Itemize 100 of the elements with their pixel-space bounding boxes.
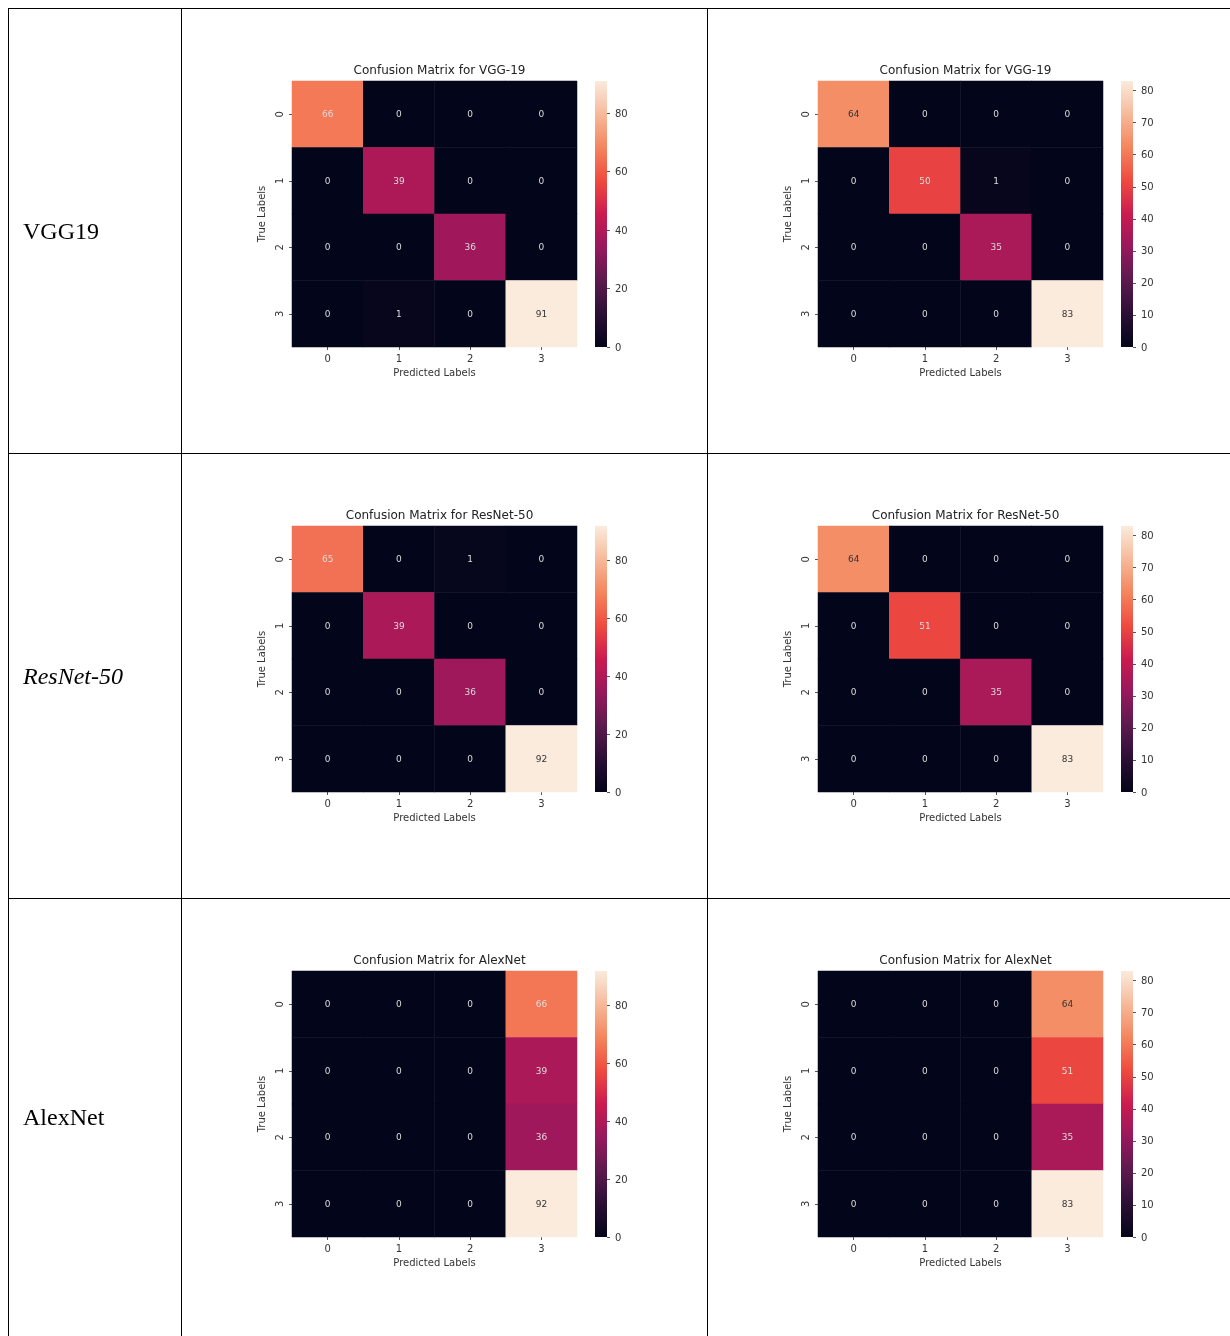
- y-axis-title: True Labels: [781, 630, 793, 689]
- color-bar-label: 40: [615, 670, 628, 682]
- x-tick-label: 2: [992, 352, 1000, 364]
- data-label: 39: [393, 175, 405, 186]
- color-bar-label: 70: [1141, 562, 1154, 574]
- data-label: 0: [850, 308, 857, 319]
- data-label: 0: [467, 1198, 474, 1209]
- color-bar-label: 40: [1141, 213, 1154, 225]
- y-tick-label: 0: [273, 1001, 285, 1008]
- data-label: 36: [464, 242, 477, 253]
- data-label: 35: [990, 687, 1002, 698]
- x-tick-label: 3: [1064, 797, 1071, 809]
- data-label: 35: [990, 242, 1002, 253]
- color-bar-label: 10: [1141, 309, 1154, 321]
- chart-title: Confusion Matrix for ResNet-50: [871, 508, 1060, 522]
- data-label: 66: [535, 999, 548, 1010]
- data-label: 0: [993, 1132, 1000, 1143]
- data-label: 0: [396, 753, 403, 764]
- color-bar-label: 80: [615, 555, 628, 567]
- data-label: 0: [396, 242, 403, 253]
- color-bar-label: 60: [1141, 149, 1154, 161]
- x-tick-label: 3: [1064, 1242, 1071, 1254]
- data-label: 0: [324, 620, 331, 631]
- y-tick-label: 0: [273, 556, 285, 563]
- color-bar-label: 30: [1141, 1135, 1154, 1147]
- data-label: 0: [324, 687, 331, 698]
- data-label: 0: [324, 999, 331, 1010]
- y-tick-label: 0: [273, 111, 285, 118]
- data-label: 0: [467, 1065, 474, 1076]
- color-bar-label: 20: [1141, 722, 1154, 734]
- color-bar-label: 50: [1141, 181, 1154, 193]
- color-bar-label: 40: [1141, 1103, 1154, 1115]
- x-tick-label: 1: [395, 1242, 403, 1254]
- y-tick-label: 2: [799, 244, 811, 251]
- data-label: 0: [922, 242, 929, 253]
- data-label: 0: [1064, 687, 1071, 698]
- x-tick-label: 3: [538, 797, 545, 809]
- color-bar-label: 80: [615, 107, 628, 119]
- data-label: 0: [324, 1132, 331, 1143]
- data-label: 0: [538, 620, 545, 631]
- y-tick-label: 3: [273, 755, 285, 762]
- data-label: 0: [396, 687, 403, 698]
- x-tick-label: 0: [324, 797, 331, 809]
- x-tick-label: 3: [538, 352, 545, 364]
- color-bar-label: 60: [1141, 1039, 1154, 1051]
- y-axis-title: True Labels: [781, 185, 793, 244]
- color-bar-label: 40: [615, 1115, 628, 1127]
- color-bar-label: 20: [615, 728, 628, 740]
- y-tick-label: 2: [273, 1134, 285, 1141]
- color-bar-label: 20: [615, 1173, 628, 1185]
- x-tick-label: 1: [921, 1242, 929, 1254]
- data-label: 0: [850, 687, 857, 698]
- x-axis-title: Predicted Labels: [919, 367, 1002, 379]
- x-tick-label: 2: [466, 1242, 474, 1254]
- data-label: 0: [324, 753, 331, 764]
- data-label: 36: [464, 687, 477, 698]
- chart-title: Confusion Matrix for ResNet-50: [345, 508, 534, 522]
- y-tick-label: 2: [799, 1134, 811, 1141]
- data-label: 0: [850, 242, 857, 253]
- y-tick-label: 1: [273, 622, 285, 629]
- color-bar-label: 20: [615, 283, 628, 295]
- data-label: 0: [993, 308, 1000, 319]
- color-bar-label: 0: [615, 341, 622, 353]
- data-label: 0: [538, 554, 545, 565]
- data-label: 91: [535, 308, 548, 319]
- y-tick-label: 3: [273, 310, 285, 317]
- data-label: 0: [922, 687, 929, 698]
- data-label: 64: [847, 109, 860, 120]
- data-label: 0: [467, 175, 474, 186]
- data-label: 0: [538, 242, 545, 253]
- x-tick-label: 1: [395, 352, 403, 364]
- data-label: 0: [922, 1132, 929, 1143]
- color-bar-label: 50: [1141, 626, 1154, 638]
- data-label: 0: [396, 1132, 403, 1143]
- y-tick-label: 2: [273, 244, 285, 251]
- text: VGG19: [8, 8, 182, 454]
- x-tick-label: 1: [921, 352, 929, 364]
- data-label: 0: [993, 1198, 1000, 1209]
- data-label: 0: [922, 308, 929, 319]
- data-label: 0: [467, 753, 474, 764]
- data-label: 0: [538, 175, 545, 186]
- data-label: 0: [993, 753, 1000, 764]
- x-axis-title: Predicted Labels: [919, 812, 1002, 824]
- color-bar-label: 0: [1141, 786, 1148, 798]
- data-label: 0: [1064, 554, 1071, 565]
- data-label: 0: [1064, 109, 1071, 120]
- y-tick-label: 0: [799, 111, 811, 118]
- x-tick-label: 1: [921, 797, 929, 809]
- data-label: 0: [850, 999, 857, 1010]
- color-bar-label: 80: [615, 1000, 628, 1012]
- data-label: 0: [467, 1132, 474, 1143]
- data-label: 0: [1064, 242, 1071, 253]
- color-bar-label: 60: [1141, 594, 1154, 606]
- data-label: 0: [993, 620, 1000, 631]
- data-label: 0: [396, 1065, 403, 1076]
- text: AlexNet: [8, 898, 182, 1336]
- color-bar-label: 80: [1141, 975, 1154, 987]
- data-label: 0: [324, 242, 331, 253]
- color-bar-label: 80: [1141, 530, 1154, 542]
- data-label: 39: [393, 620, 405, 631]
